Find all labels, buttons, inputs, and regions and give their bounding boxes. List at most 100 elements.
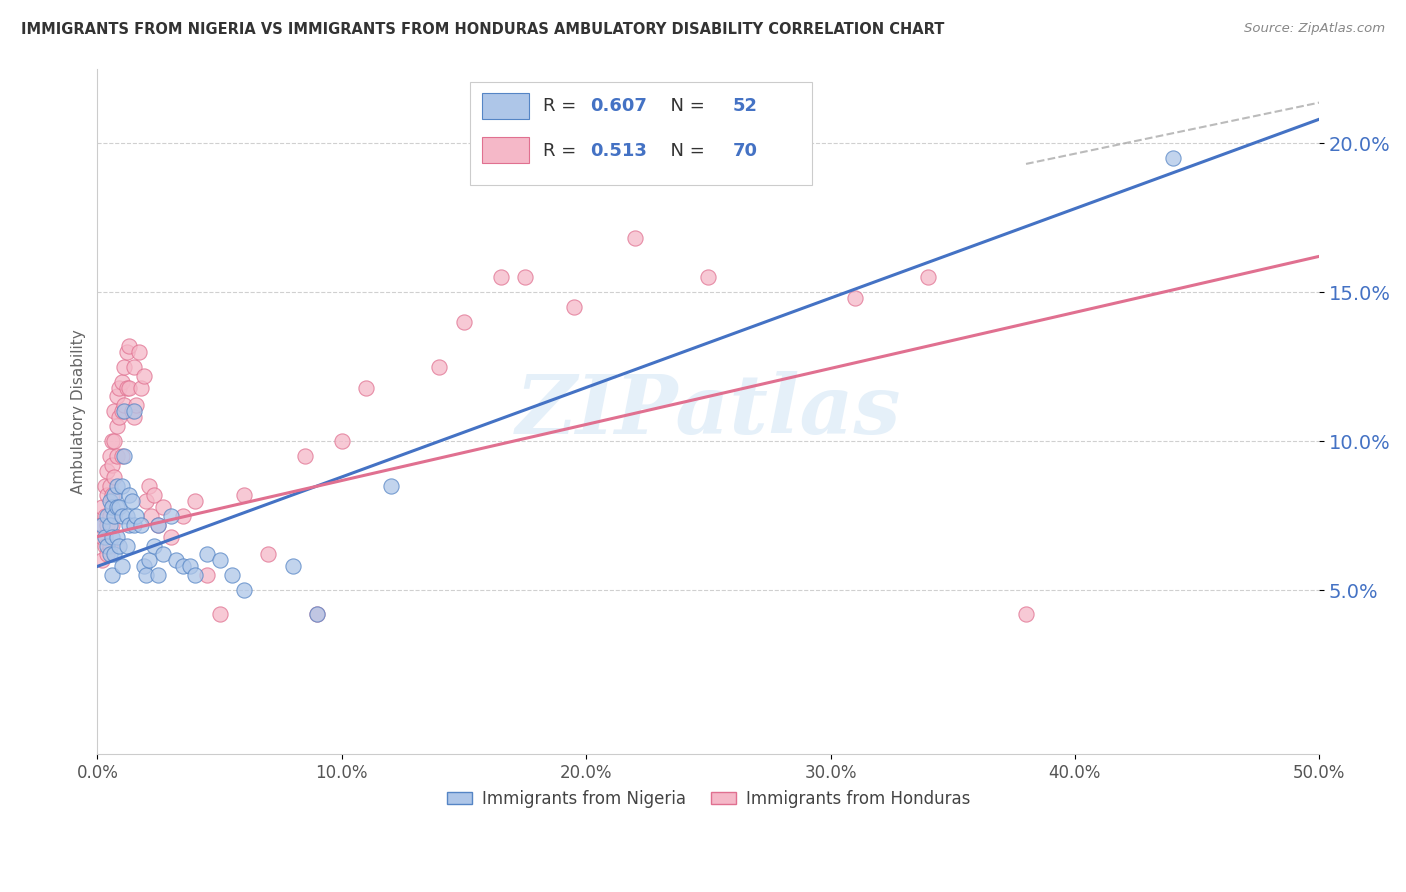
Point [624,231,647,245]
Point [128,344,150,359]
Point [108,380,131,394]
Point [105,449,128,463]
Point [159,530,181,544]
Point [105,389,128,403]
Point [179,559,201,574]
Point [307,607,329,621]
Point [135,493,157,508]
Point [96,464,118,478]
Point [101,568,124,582]
Point [93,479,115,493]
Point [118,339,141,353]
Point [101,517,124,532]
Point [103,508,125,523]
Point [91,500,114,514]
Point [195,548,218,562]
Point [122,517,145,532]
Point [844,291,866,305]
Point [111,479,134,493]
Point [233,583,256,598]
FancyBboxPatch shape [482,93,529,119]
Point [108,539,131,553]
Point [111,404,134,418]
Point [111,559,134,574]
Point [152,548,174,562]
Point [111,508,134,523]
Point [118,380,141,394]
Point [112,449,135,463]
Text: 0.607: 0.607 [589,97,647,115]
Point [118,517,141,532]
Point [98,493,121,508]
Point [105,479,128,493]
Point [111,449,134,463]
Point [115,380,138,394]
Point [148,517,170,532]
Point [101,458,124,472]
Point [103,488,125,502]
Legend: Immigrants from Nigeria, Immigrants from Honduras: Immigrants from Nigeria, Immigrants from… [440,783,977,814]
Point [135,568,157,582]
FancyBboxPatch shape [482,137,529,163]
Point [93,539,115,553]
Point [330,434,353,449]
Point [111,375,134,389]
Point [108,410,131,425]
Point [354,380,377,394]
Text: 70: 70 [733,142,758,160]
Point [115,508,138,523]
Point [105,530,128,544]
Point [98,479,121,493]
Point [489,270,512,285]
Point [118,488,141,502]
Point [122,404,145,418]
Point [98,449,121,463]
Point [1015,607,1038,621]
Point [101,500,124,514]
Point [96,508,118,523]
Point [122,410,145,425]
Point [139,508,162,523]
Point [96,539,118,553]
Point [138,479,160,493]
Point [208,607,231,621]
Point [184,493,207,508]
Point [159,508,181,523]
Point [91,530,114,544]
Point [112,404,135,418]
Point [101,488,124,502]
Point [233,488,256,502]
Point [142,488,165,502]
Point [122,359,145,374]
Text: N =: N = [659,142,711,160]
Point [221,568,243,582]
Point [562,300,585,314]
Text: ZIPatlas: ZIPatlas [516,371,901,451]
Point [132,559,155,574]
Point [105,500,128,514]
Point [429,359,451,374]
Point [103,470,125,484]
Text: 52: 52 [733,97,758,115]
Point [172,559,194,574]
Y-axis label: Ambulatory Disability: Ambulatory Disability [72,329,86,494]
Point [91,553,114,567]
Point [101,434,124,449]
Point [172,508,194,523]
Point [115,344,138,359]
Point [131,517,153,532]
Point [307,607,329,621]
Text: N =: N = [659,97,711,115]
Point [98,508,121,523]
Point [121,404,143,418]
Point [115,539,138,553]
Point [1161,151,1184,165]
Point [103,434,125,449]
Point [112,398,135,412]
Point [98,517,121,532]
Point [281,559,304,574]
Point [103,404,125,418]
Text: R =: R = [543,142,582,160]
Point [453,315,475,329]
Point [91,517,114,532]
